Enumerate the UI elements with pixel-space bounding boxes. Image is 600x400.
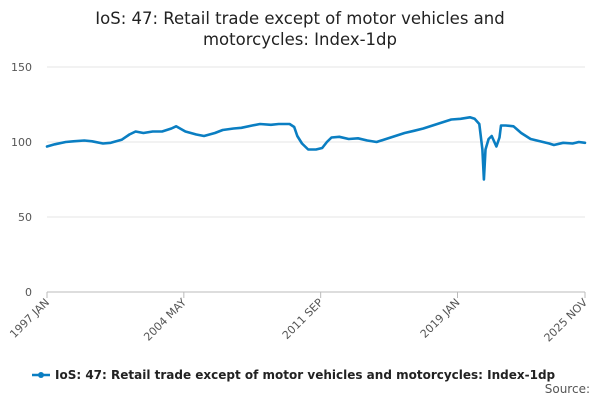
y-tick-label: 50 — [18, 211, 32, 224]
y-axis-ticks: 0 50 100 150 — [11, 61, 32, 299]
x-tick-label: 2004 MAY — [141, 296, 189, 344]
series-line — [45, 116, 587, 181]
y-tick-label: 0 — [25, 286, 32, 299]
legend[interactable]: IoS: 47: Retail trade except of motor ve… — [32, 368, 556, 382]
legend-label: IoS: 47: Retail trade except of motor ve… — [55, 368, 556, 382]
x-axis-ticks: 1997 JAN 2004 MAY 2011 SEP 2019 JAN 2025 NOV — [7, 292, 590, 345]
y-gridlines — [47, 66, 585, 218]
x-tick-label: 1997 JAN — [7, 296, 52, 341]
x-tick-label: 2019 JAN — [418, 296, 463, 341]
y-tick-label: 150 — [11, 61, 32, 74]
x-tick-label: 2025 NOV — [542, 296, 591, 345]
source-label[interactable]: Source: — [545, 382, 590, 396]
chart-title-line-1: IoS: 47: Retail trade except of motor ve… — [95, 9, 504, 28]
legend-swatch-marker — [38, 372, 44, 378]
chart-title-line-2: motorcycles: Index-1dp — [203, 30, 397, 49]
y-tick-label: 100 — [11, 136, 32, 149]
x-tick-label: 2011 SEP — [280, 296, 326, 342]
